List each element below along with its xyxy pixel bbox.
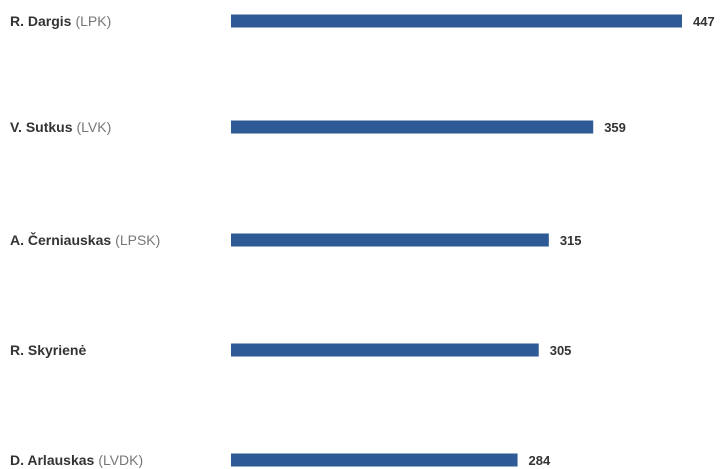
category-label: A. Černiauskas (LPSK) bbox=[10, 231, 160, 248]
candidate-party: (LVK) bbox=[77, 119, 112, 135]
value-label: 359 bbox=[604, 120, 626, 135]
candidate-name: D. Arlauskas bbox=[10, 452, 95, 468]
bar bbox=[231, 233, 549, 247]
bar bbox=[231, 453, 518, 467]
category-label: R. Dargis (LPK) bbox=[10, 13, 111, 29]
value-label: 305 bbox=[550, 343, 572, 358]
candidate-name: V. Sutkus bbox=[10, 119, 73, 135]
candidate-name: A. Černiauskas bbox=[10, 231, 111, 248]
value-label: 284 bbox=[529, 453, 551, 468]
candidate-party: (LVDK) bbox=[98, 452, 143, 468]
value-label: 315 bbox=[560, 233, 582, 248]
bar bbox=[231, 14, 682, 28]
candidate-name: R. Dargis bbox=[10, 13, 72, 29]
candidate-party: (LPK) bbox=[75, 13, 111, 29]
bar bbox=[231, 120, 594, 134]
bar bbox=[231, 343, 539, 357]
candidate-name: R. Skyrienė bbox=[10, 342, 86, 358]
candidate-party: (LPSK) bbox=[115, 232, 160, 248]
category-label: D. Arlauskas (LVDK) bbox=[10, 452, 143, 468]
value-label: 447 bbox=[693, 14, 715, 29]
category-label: V. Sutkus (LVK) bbox=[10, 119, 111, 135]
category-label: R. Skyrienė bbox=[10, 342, 86, 358]
